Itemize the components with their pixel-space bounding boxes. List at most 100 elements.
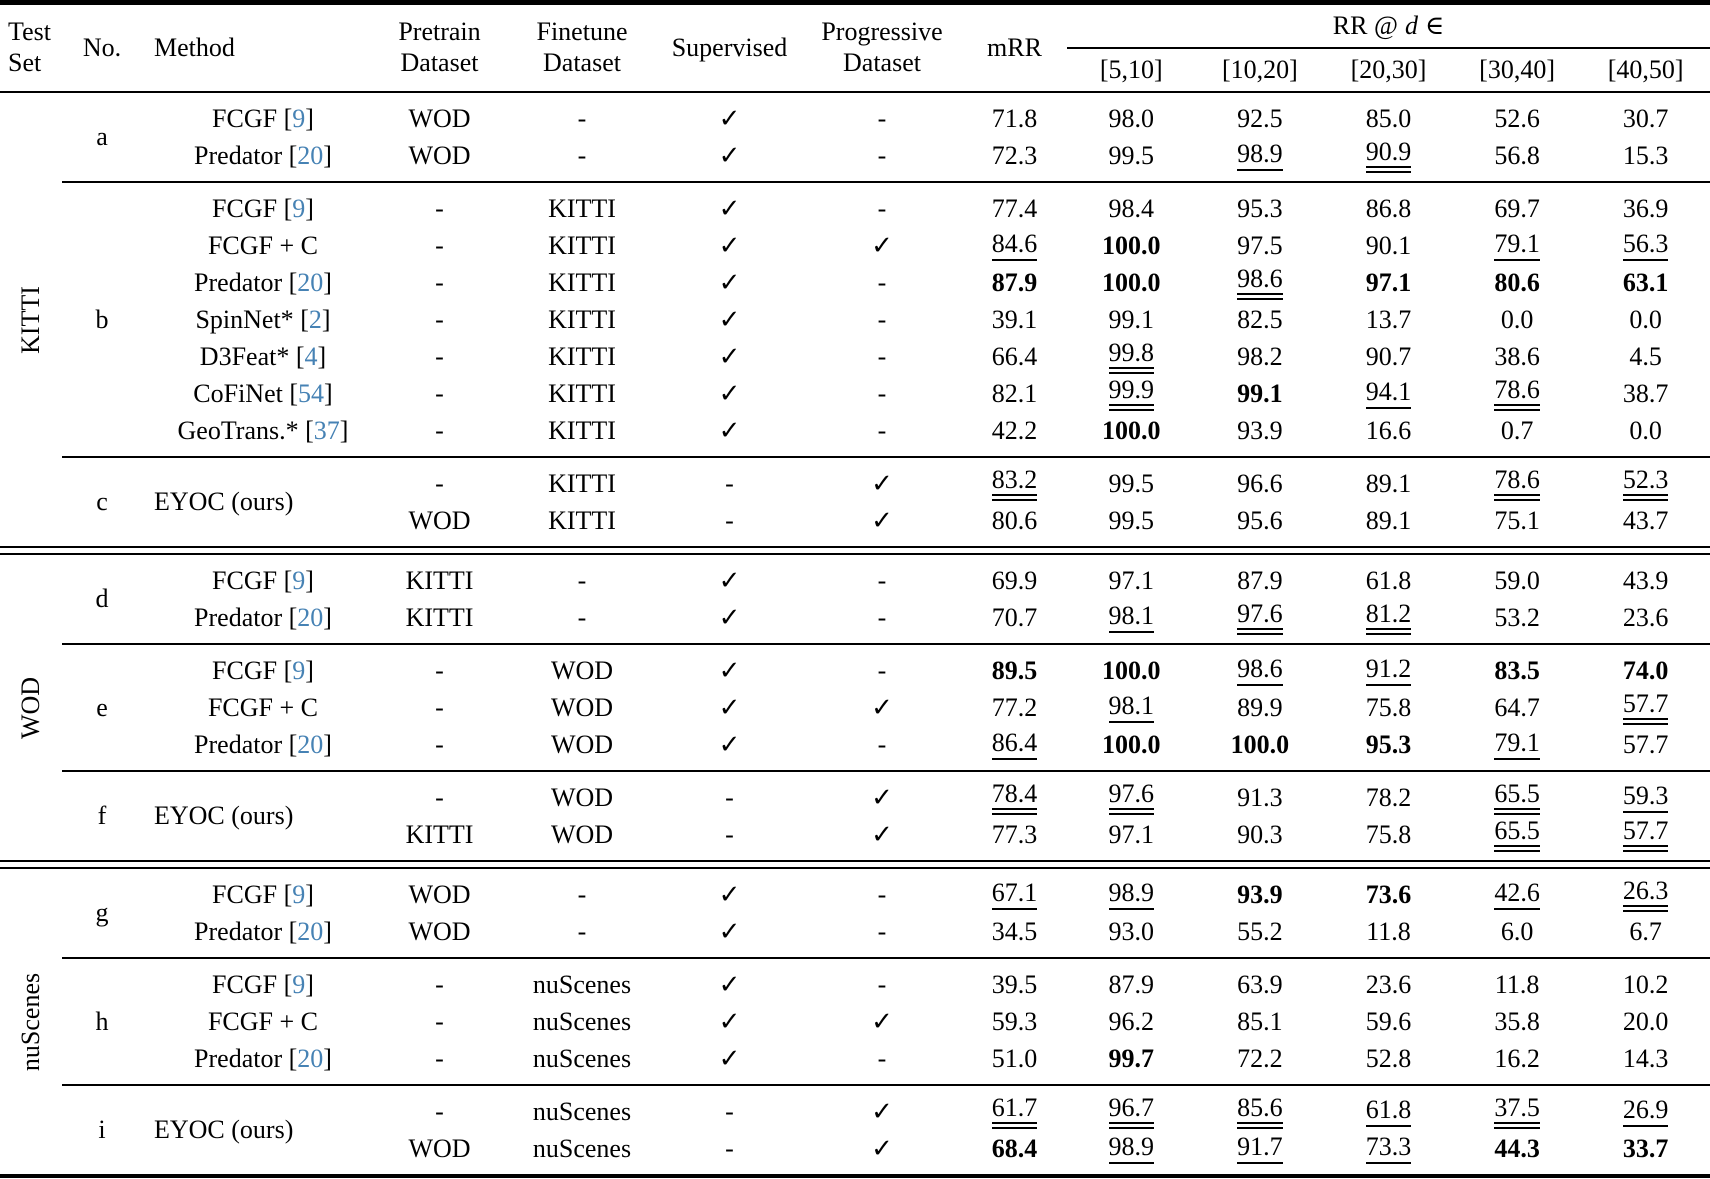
- value: 84.6: [991, 230, 1038, 261]
- cell-rr-40-50: 6.7: [1581, 918, 1710, 946]
- section-body: g FCGF [9] WOD - ✓ -67.1 98.9 93.9 73.6 42.6 26.3 P…: [62, 869, 1710, 1174]
- cell-rr-5-10: 100.0: [1067, 657, 1196, 685]
- cell-rr-10-20: 55.2: [1196, 918, 1325, 946]
- cell-rr-30-40: 0.0: [1453, 306, 1582, 334]
- cell-rr-30-40: 64.7: [1453, 692, 1582, 722]
- cell-method: EYOC (ours): [142, 458, 372, 546]
- cell-method: EYOC (ours): [142, 1086, 372, 1174]
- value: 78.2: [1365, 782, 1412, 812]
- value: 39.5: [991, 969, 1038, 999]
- cell-rr-20-30: 73.3: [1324, 1133, 1453, 1164]
- value: 99.7: [1108, 1043, 1155, 1073]
- value: 100.0: [1102, 230, 1161, 260]
- citation-link[interactable]: [37]: [298, 415, 349, 445]
- value: 78.6: [1494, 376, 1540, 411]
- cell-rr-30-40: 0.7: [1453, 417, 1582, 445]
- citation-link[interactable]: [2]: [293, 304, 331, 334]
- cell-method: GeoTrans.* [37]: [142, 416, 372, 446]
- cell-rr-5-10: 99.9: [1067, 376, 1196, 411]
- cell-rr-10-20: 90.3: [1196, 821, 1325, 849]
- value: 57.7: [1622, 729, 1669, 759]
- cell-rr-5-10: 100.0: [1067, 269, 1196, 297]
- citation-link[interactable]: [20]: [282, 140, 332, 170]
- cell-pretrain-dataset: -: [435, 729, 444, 759]
- cell-rr-10-20: 93.9: [1196, 881, 1325, 909]
- group-rows: FCGF [9] - KITTI ✓ - 77.4 98.4 95.3 86.8 69.7 36.9…: [142, 183, 1710, 456]
- citation-link[interactable]: [9]: [277, 103, 314, 133]
- cell-rr-40-50: 26.3: [1581, 877, 1710, 912]
- header-rr-20-30: [20,30]: [1350, 55, 1427, 84]
- value: 92.5: [1237, 103, 1283, 133]
- cell-finetune-dataset: -: [577, 916, 587, 946]
- testset-label-nuscenes: nuScenes: [0, 869, 62, 1174]
- cell-rr-20-30: 78.2: [1324, 782, 1453, 812]
- citation-link[interactable]: [9]: [277, 193, 314, 223]
- value: 96.6: [1237, 468, 1283, 498]
- group-divider: [62, 1084, 1710, 1086]
- cell-rr-10-20: 97.5: [1196, 232, 1325, 260]
- cell-rr-40-50: 52.3: [1581, 466, 1710, 501]
- value: 26.9: [1622, 1096, 1669, 1127]
- citation-link[interactable]: [20]: [282, 729, 332, 759]
- method-name: FCGF + C: [207, 1006, 319, 1036]
- value: 64.7: [1494, 692, 1540, 722]
- citation-link[interactable]: [20]: [282, 916, 332, 946]
- testset-label-text: WOD: [16, 676, 45, 739]
- table-row: FCGF [9] WOD - ✓ - 71.8 98.0 92.5 85.0 52.6 30.7: [142, 100, 1710, 137]
- citation-link[interactable]: [54]: [282, 378, 333, 408]
- citation-link[interactable]: [9]: [277, 969, 314, 999]
- value: 14.3: [1622, 1043, 1669, 1073]
- citation-link[interactable]: [20]: [282, 602, 332, 632]
- table-row: FCGF [9] WOD - ✓ - 67.1 98.9 93.9 73.6 42.6 26.3: [142, 876, 1710, 913]
- value: 52.3: [1622, 466, 1669, 501]
- citation-number: 54: [298, 378, 325, 408]
- value: 99.5: [1108, 140, 1155, 170]
- method-group: a FCGF [9] WOD - ✓ - 71.8 98.0 92.5 85.0 52.6 30.7 P…: [62, 93, 1710, 181]
- citation-link[interactable]: [9]: [277, 879, 314, 909]
- cell-finetune-dataset: nuScenes: [532, 969, 632, 999]
- cell-rr-30-40: 16.2: [1453, 1045, 1582, 1073]
- cell-mrr: 84.6: [962, 230, 1067, 261]
- section-divider: [0, 546, 1710, 555]
- cell-mrr: 80.6: [962, 507, 1067, 535]
- cell-rr-5-10: 96.2: [1067, 1008, 1196, 1036]
- citation-link[interactable]: [9]: [277, 655, 314, 685]
- citation-link[interactable]: [4]: [289, 341, 327, 371]
- cell-progressive-dataset: -: [877, 565, 887, 595]
- cell-rr-10-20: 96.6: [1196, 468, 1325, 498]
- cell-mrr: 61.7: [962, 1094, 1067, 1129]
- value: 98.9: [1108, 1133, 1155, 1164]
- cell-method: FCGF + C: [142, 1007, 372, 1037]
- citation-link[interactable]: [20]: [282, 1043, 332, 1073]
- cell-rr-5-10: 98.1: [1067, 692, 1196, 723]
- value: 80.6: [1494, 267, 1540, 297]
- value: 52.6: [1494, 103, 1540, 133]
- citation-link[interactable]: [9]: [277, 565, 314, 595]
- method-name: FCGF: [212, 565, 278, 595]
- method-name: FCGF: [212, 103, 278, 133]
- method-name: CoFiNet: [193, 378, 283, 408]
- value: 61.8: [1365, 1096, 1412, 1127]
- cell-mrr: 89.5: [962, 657, 1067, 685]
- cell-rr-10-20: 72.2: [1196, 1045, 1325, 1073]
- table-row: SpinNet* [2] - KITTI ✓ - 39.1 99.1 82.5 13.7 0.0 0…: [142, 301, 1710, 338]
- group-letter: c: [96, 487, 108, 516]
- value: 91.3: [1237, 782, 1283, 812]
- header-progressive-dataset: Progressive Dataset: [821, 17, 943, 77]
- cell-supervised: -: [725, 468, 734, 498]
- group-divider: [62, 181, 1710, 183]
- cell-pretrain-dataset: -: [435, 193, 444, 223]
- citation-link[interactable]: [20]: [282, 267, 332, 297]
- value: 61.7: [991, 1094, 1038, 1129]
- cell-rr-40-50: 20.0: [1581, 1008, 1710, 1036]
- header-rr-label: RR @ d ∈: [1332, 11, 1445, 40]
- cell-progressive-dataset: -: [877, 655, 887, 685]
- cell-rr-20-30: 81.2: [1324, 600, 1453, 635]
- cell-rr-10-20: 85.1: [1196, 1008, 1325, 1036]
- cell-mrr: 59.3: [962, 1008, 1067, 1036]
- cell-rr-10-20: 95.6: [1196, 507, 1325, 535]
- cell-rr-30-40: 44.3: [1453, 1135, 1582, 1163]
- cell-method: CoFiNet [54]: [142, 379, 372, 409]
- method-name: Predator: [194, 140, 283, 170]
